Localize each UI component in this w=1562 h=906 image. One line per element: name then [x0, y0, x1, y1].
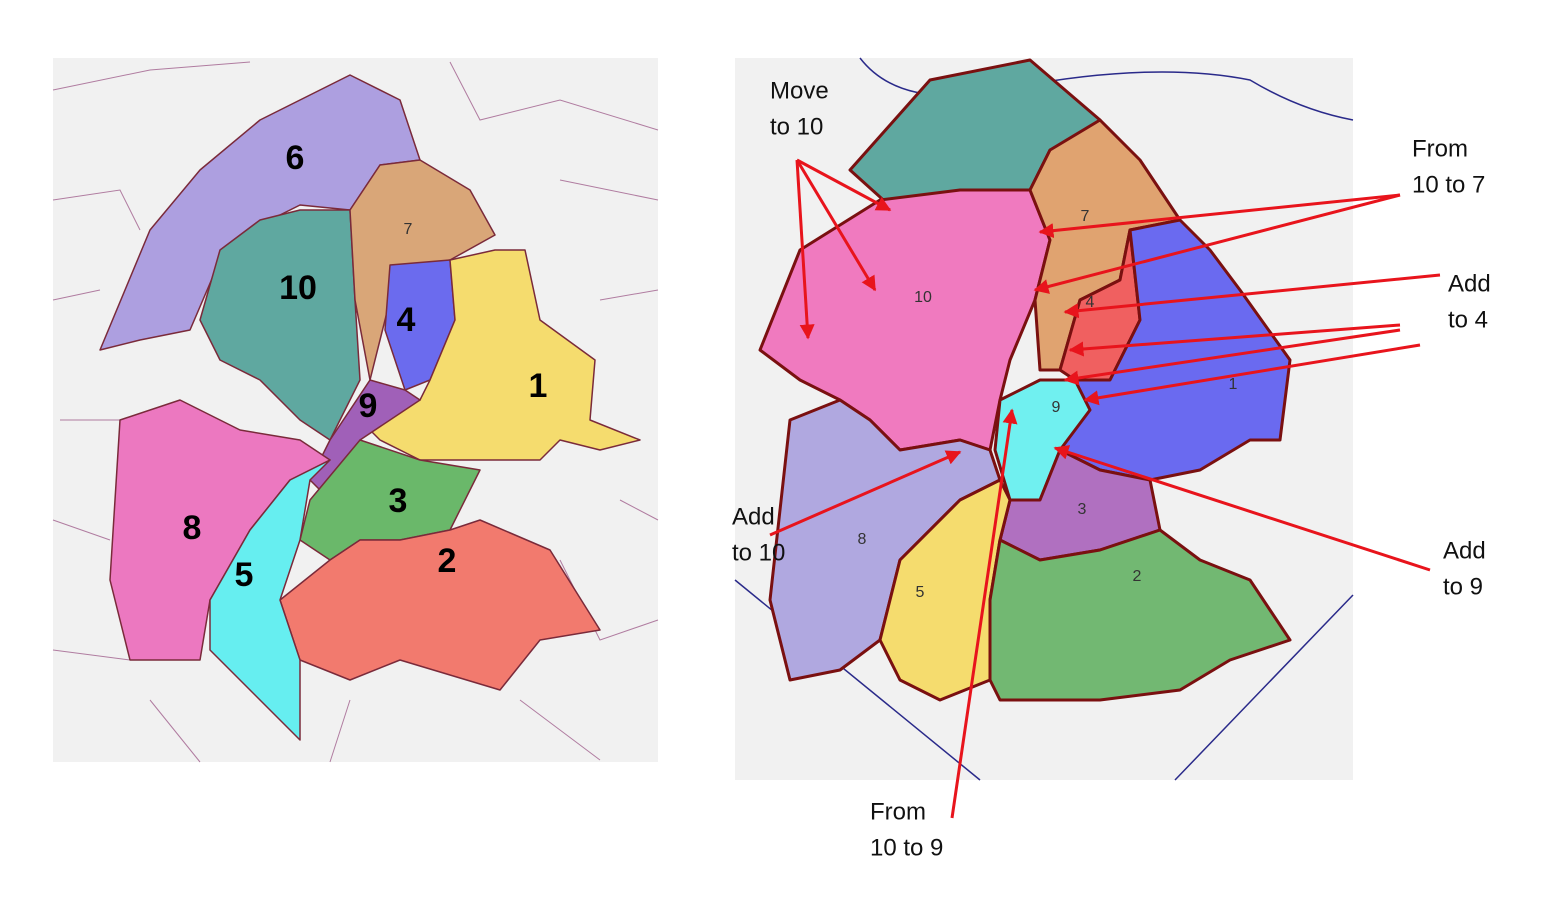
- arrows: [769, 158, 1441, 819]
- annotation-text: to 9: [1443, 573, 1483, 600]
- district-label: 5: [235, 556, 254, 594]
- annotation-text: Add: [1448, 270, 1491, 297]
- district-label: 4: [397, 301, 416, 339]
- left-map: [52, 58, 659, 763]
- annotation-text: From: [1412, 135, 1468, 162]
- district-label: 1: [1229, 376, 1238, 393]
- district-label: 9: [359, 387, 378, 425]
- district-label: 2: [438, 542, 457, 580]
- annotation-text: to 10: [770, 113, 823, 140]
- district-label: 10: [279, 269, 317, 307]
- annotation-text: Add: [1443, 537, 1486, 564]
- district-label: 1: [529, 367, 548, 405]
- district-label: 7: [1081, 208, 1090, 225]
- right-map: [734, 57, 1354, 781]
- annotation-text: Move: [770, 77, 829, 104]
- annotation-text: 10 to 7: [1412, 171, 1485, 198]
- district-label: 3: [1078, 501, 1087, 518]
- district-label: 4: [1086, 294, 1095, 311]
- district-label: 10: [914, 289, 932, 306]
- district-label: 8: [858, 531, 867, 548]
- annotation-text: to 10: [732, 539, 785, 566]
- district-label: 6: [286, 139, 305, 177]
- annotation-text: 10 to 9: [870, 834, 943, 861]
- district-label: 5: [916, 584, 925, 601]
- annotation-text: From: [870, 798, 926, 825]
- annotation-text: Add: [732, 503, 775, 530]
- district-label: 8: [183, 509, 202, 547]
- district-label: 2: [1133, 568, 1142, 585]
- district-label: 3: [389, 482, 408, 520]
- district-label: 7: [404, 221, 413, 238]
- annotation-text: to 4: [1448, 306, 1488, 333]
- district-label: 9: [1052, 399, 1061, 416]
